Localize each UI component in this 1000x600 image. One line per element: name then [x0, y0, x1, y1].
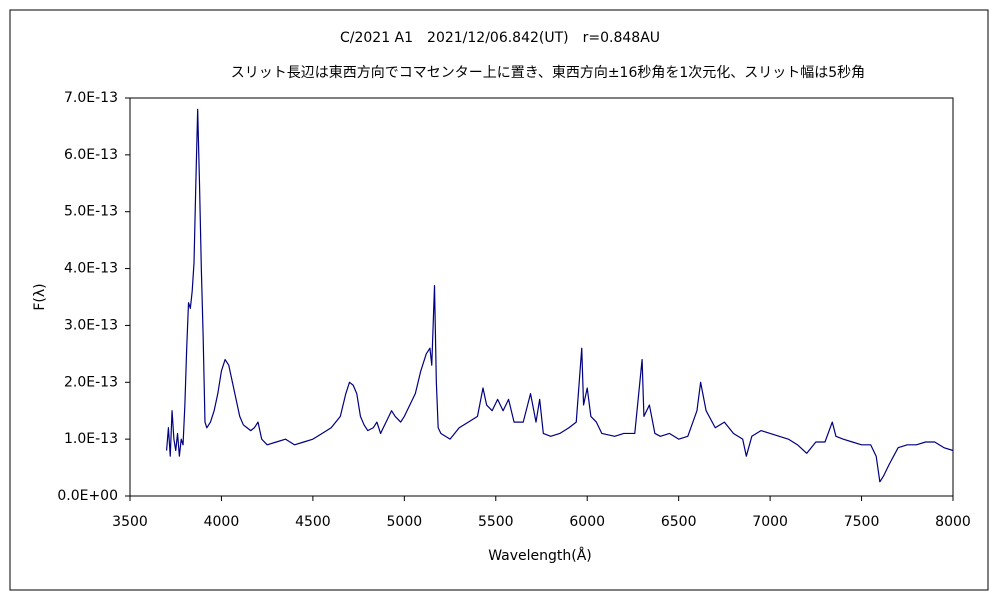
x-tick-label: 4500 [295, 514, 331, 530]
y-tick-label: 0.0E+00 [57, 488, 118, 504]
x-axis-label: Wavelength(Å) [488, 547, 592, 564]
x-tick-label: 7500 [844, 514, 880, 530]
chart-border [9, 9, 989, 591]
y-tick-label: 6.0E-13 [64, 147, 118, 163]
x-tick-label: 7000 [752, 514, 788, 530]
chart-title: C/2021 A1 2021/12/06.842(UT) r=0.848AU [340, 30, 660, 46]
y-tick-label: 4.0E-13 [64, 261, 118, 277]
spectrum-line [165, 108, 954, 483]
y-tick-label: 7.0E-13 [64, 90, 118, 106]
plot-frame [129, 97, 954, 497]
y-axis-label: F(λ) [32, 283, 48, 310]
x-tick-label: 5500 [478, 514, 514, 530]
x-tick-label: 4000 [204, 514, 240, 530]
y-tick-label: 2.0E-13 [64, 374, 118, 390]
x-tick-label: 6000 [569, 514, 605, 530]
x-tick-label: 6500 [661, 514, 697, 530]
x-tick-label: 8000 [935, 514, 971, 530]
x-tick-label: 3500 [112, 514, 148, 530]
x-tick-label: 5000 [387, 514, 423, 530]
y-tick-label: 1.0E-13 [64, 431, 118, 447]
chart-subtitle: スリット長辺は東西方向でコマセンター上に置き、東西方向±16秒角を1次元化、スリ… [231, 65, 865, 81]
y-tick-label: 3.0E-13 [64, 317, 118, 333]
y-tick-label: 5.0E-13 [64, 204, 118, 220]
